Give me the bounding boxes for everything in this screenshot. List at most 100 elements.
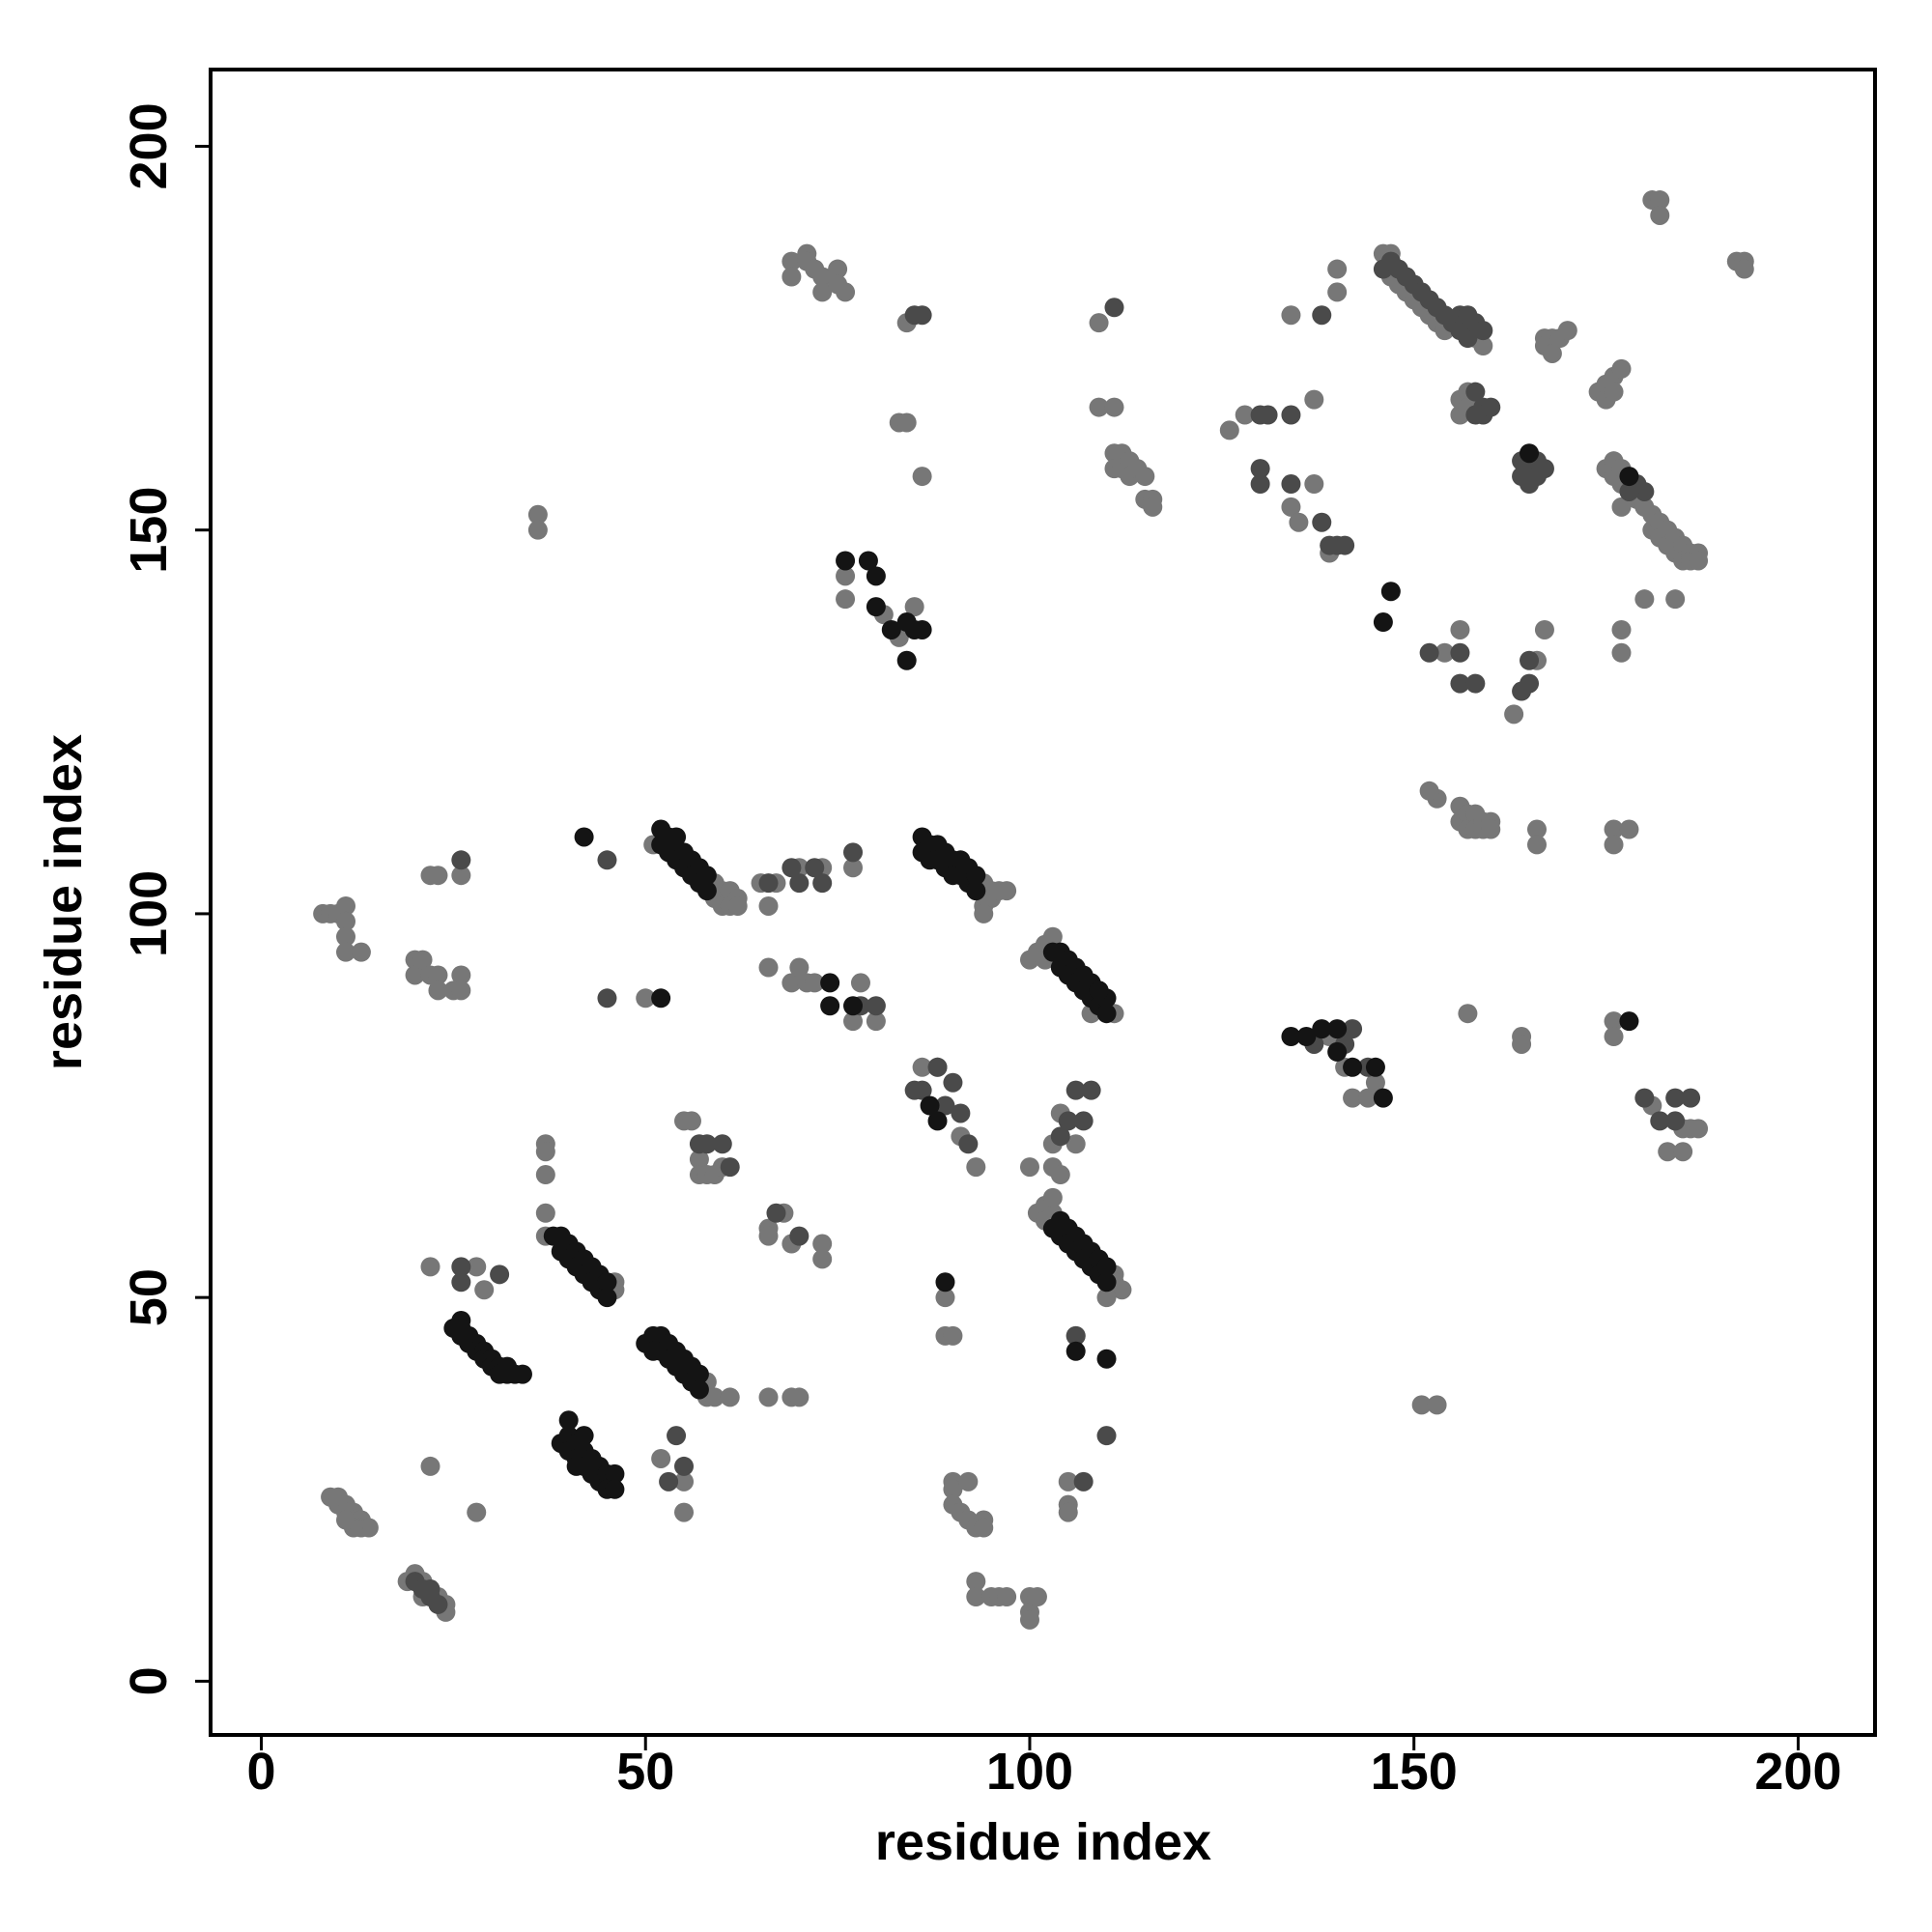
point [812, 1234, 833, 1254]
point [1281, 405, 1301, 425]
point [1419, 781, 1439, 801]
point [927, 1057, 948, 1077]
point [1604, 819, 1624, 839]
point [912, 467, 932, 487]
x-tick-label: 50 [616, 1743, 674, 1801]
point [412, 950, 433, 970]
point [758, 1226, 779, 1246]
point [1458, 1004, 1478, 1024]
point [1504, 704, 1524, 724]
point [451, 850, 471, 870]
point [1250, 459, 1270, 479]
point [1089, 980, 1109, 1001]
point [1604, 835, 1624, 855]
points [313, 190, 1754, 1630]
point [1065, 1080, 1086, 1100]
point [912, 1080, 932, 1100]
point [689, 1364, 709, 1384]
point [1281, 1027, 1301, 1047]
point [789, 873, 810, 894]
point [420, 1257, 440, 1277]
point [997, 1586, 1017, 1606]
x-tick-label: 100 [986, 1743, 1073, 1801]
point [474, 1280, 495, 1300]
point [605, 1479, 625, 1499]
point [535, 1142, 555, 1162]
point [1327, 259, 1348, 279]
point [1534, 619, 1554, 639]
point [1473, 336, 1493, 356]
point [1335, 535, 1355, 555]
point [789, 1387, 810, 1407]
point [1373, 612, 1393, 633]
point [659, 1471, 679, 1492]
x-tick-label: 0 [246, 1743, 275, 1801]
point [781, 267, 802, 287]
point [1619, 819, 1639, 839]
plot-frame [209, 68, 1877, 1737]
point [766, 1203, 786, 1223]
point [1235, 405, 1255, 425]
point [843, 858, 864, 878]
point [1343, 1057, 1363, 1077]
point [490, 1264, 510, 1285]
point [696, 866, 717, 886]
point [843, 996, 864, 1016]
x-tick-label: 200 [1754, 1743, 1841, 1801]
point [667, 1426, 687, 1446]
point [720, 1157, 740, 1178]
point [858, 551, 878, 571]
point [420, 1579, 440, 1600]
point [512, 1364, 532, 1384]
point [1327, 282, 1348, 302]
point [1343, 1088, 1363, 1108]
point [896, 650, 917, 670]
point [866, 597, 886, 617]
point [912, 305, 932, 326]
point [1619, 467, 1639, 487]
point [535, 1165, 555, 1185]
point [1604, 382, 1624, 402]
point [966, 1586, 986, 1606]
point [1658, 1142, 1678, 1162]
y-axis-title: residue index [35, 734, 93, 1070]
point [1604, 1027, 1624, 1047]
point [1411, 1395, 1432, 1415]
point [1065, 1325, 1086, 1346]
point [689, 1379, 709, 1400]
point [1473, 321, 1493, 341]
point [1135, 467, 1155, 487]
point [574, 827, 594, 847]
point [758, 957, 779, 978]
point [1081, 1080, 1101, 1100]
point [1096, 1257, 1117, 1277]
point [1458, 328, 1478, 349]
point [836, 551, 856, 571]
y-tick-label: 50 [120, 1268, 178, 1326]
point [1058, 1111, 1078, 1131]
point [1450, 642, 1470, 663]
point [336, 895, 356, 916]
point [1112, 1280, 1132, 1300]
point [1542, 343, 1562, 363]
point [958, 1134, 979, 1154]
point [1365, 1072, 1385, 1093]
point [836, 566, 856, 586]
point [805, 973, 825, 993]
point [451, 980, 471, 1001]
point [405, 965, 425, 985]
point [958, 1471, 979, 1492]
point [1604, 1011, 1624, 1032]
point [1689, 1119, 1709, 1139]
point [1312, 512, 1332, 532]
point [966, 881, 986, 901]
point [781, 858, 802, 878]
point [535, 1203, 555, 1223]
point [1296, 1027, 1317, 1047]
point [1096, 1004, 1117, 1024]
point [1357, 1088, 1378, 1108]
point [1619, 1011, 1639, 1032]
y-tick-label: 100 [120, 870, 178, 957]
point [1435, 642, 1455, 663]
